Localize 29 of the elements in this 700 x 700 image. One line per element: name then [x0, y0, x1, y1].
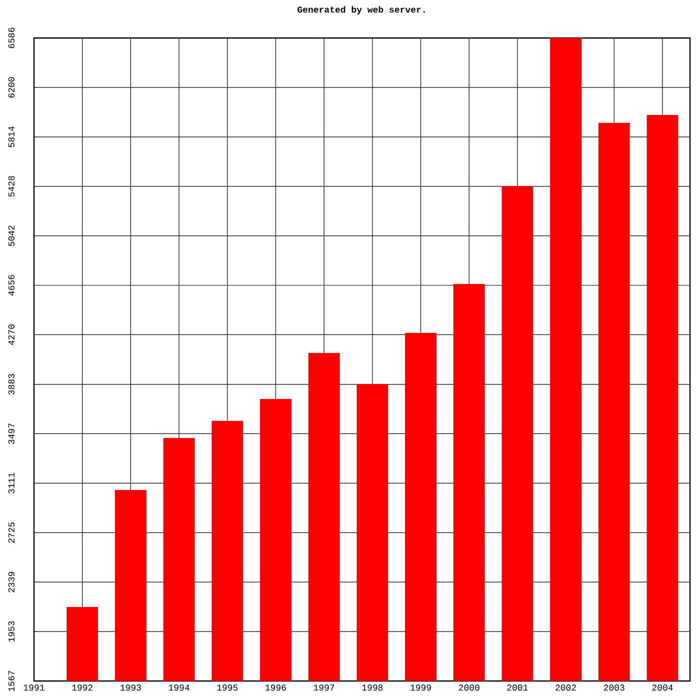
x-tick-label: 1993: [120, 684, 141, 691]
x-tick-label: 2003: [604, 684, 624, 691]
x-tick-label: 1997: [314, 684, 334, 691]
y-tick-label: 2725: [8, 522, 14, 543]
y-tick-label: 3497: [8, 424, 14, 444]
x-tick-label: 2004: [652, 684, 673, 691]
x-tick-label: 2000: [458, 684, 480, 691]
chart-title: Generated by web server.: [298, 6, 425, 14]
y-tick-label: 1953: [8, 621, 14, 642]
x-tick-label: 1992: [72, 684, 93, 691]
y-tick-label: 6586: [8, 28, 14, 48]
y-tick-label: 4270: [8, 324, 14, 346]
y-tick-label: 6200: [8, 77, 14, 98]
x-tick-label: 1991: [24, 684, 44, 691]
x-tick-label: 2002: [556, 684, 576, 691]
y-tick-label: 5042: [8, 226, 14, 246]
x-tick-label: 1999: [410, 684, 431, 691]
y-tick-label: 5428: [8, 176, 14, 197]
x-tick-label: 1996: [266, 684, 286, 691]
y-tick-label: 2339: [8, 572, 14, 592]
y-tick-label: 4656: [8, 275, 14, 296]
x-tick-label: 1994: [168, 684, 190, 691]
y-tick-label: 5814: [8, 126, 14, 148]
x-tick-label: 1998: [362, 684, 383, 691]
y-tick-label: 3111: [8, 472, 14, 494]
y-tick-label: 1567: [8, 670, 14, 692]
y-tick-label: 3883: [8, 374, 14, 395]
x-tick-label: 2001: [507, 684, 528, 691]
x-tick-label: 1995: [217, 684, 238, 691]
